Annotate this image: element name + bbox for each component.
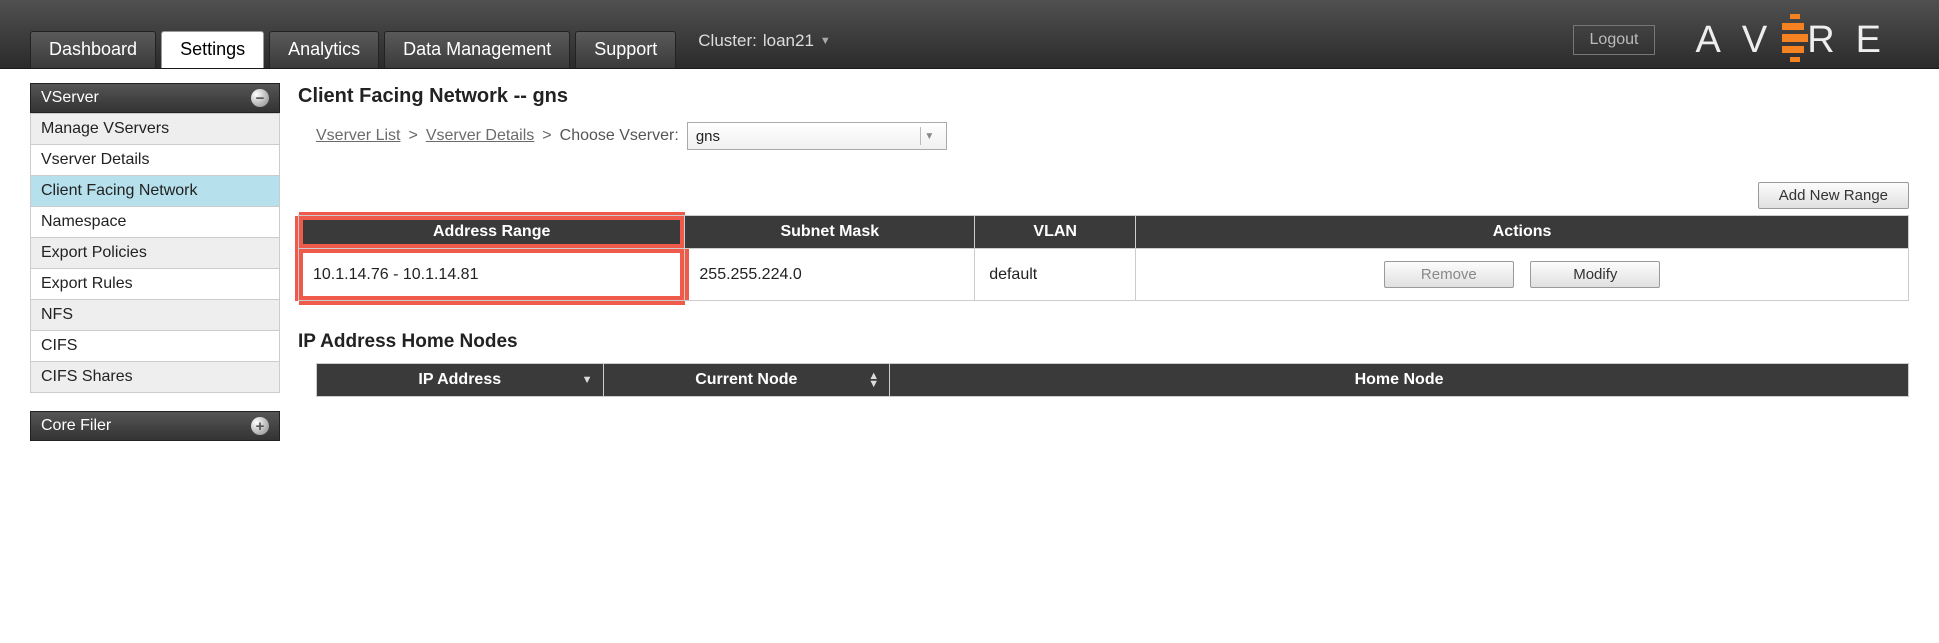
home-nodes-table: IP Address ▼ Current Node ▲▼ Home Node xyxy=(316,363,1909,397)
col-home-node: Home Node xyxy=(890,364,1909,397)
logo-letter: R xyxy=(1807,19,1852,62)
table-row: 10.1.14.76 - 10.1.14.81 255.255.224.0 de… xyxy=(299,249,1909,301)
col-current-node-label: Current Node xyxy=(695,371,797,388)
breadcrumb: Vserver List > Vserver Details > Choose … xyxy=(298,122,1909,150)
sidebar-item-vserver-details[interactable]: Vserver Details xyxy=(31,144,279,175)
remove-button[interactable]: Remove xyxy=(1384,261,1514,288)
sidebar-header-core-filer[interactable]: Core Filer + xyxy=(30,411,280,441)
breadcrumb-vserver-list[interactable]: Vserver List xyxy=(316,127,400,145)
cluster-label-prefix: Cluster: xyxy=(698,31,757,51)
breadcrumb-vserver-details[interactable]: Vserver Details xyxy=(426,127,534,145)
vserver-select-value: gns xyxy=(696,128,720,145)
address-range-table: Address Range Subnet Mask VLAN Actions 1… xyxy=(298,215,1909,301)
tab-data-management[interactable]: Data Management xyxy=(384,31,570,68)
collapse-icon: − xyxy=(251,89,269,107)
tab-support[interactable]: Support xyxy=(575,31,676,68)
col-subnet-mask: Subnet Mask xyxy=(685,216,975,249)
tab-analytics[interactable]: Analytics xyxy=(269,31,379,68)
col-actions: Actions xyxy=(1136,216,1909,249)
sidebar-section-vserver: VServer − Manage VServers Vserver Detail… xyxy=(30,83,280,393)
logo-letter: A xyxy=(1695,19,1738,62)
cell-vlan: default xyxy=(975,249,1136,301)
sidebar-item-cifs-shares[interactable]: CIFS Shares xyxy=(31,361,279,392)
main-tabs: Dashboard Settings Analytics Data Manage… xyxy=(30,31,676,68)
breadcrumb-separator: > xyxy=(542,127,551,145)
brand-logo: A V R E xyxy=(1695,16,1899,64)
sort-desc-icon: ▼ xyxy=(582,376,593,384)
choose-vserver-label: Choose Vserver: xyxy=(560,127,679,145)
col-vlan: VLAN xyxy=(975,216,1136,249)
sidebar-item-manage-vservers[interactable]: Manage VServers xyxy=(31,113,279,144)
breadcrumb-separator: > xyxy=(408,127,417,145)
cell-actions: Remove Modify xyxy=(1136,249,1909,301)
sidebar: VServer − Manage VServers Vserver Detail… xyxy=(30,83,280,459)
tab-settings[interactable]: Settings xyxy=(161,31,264,68)
vserver-select[interactable]: gns ▼ xyxy=(687,122,947,150)
main-content: Client Facing Network -- gns Vserver Lis… xyxy=(298,83,1909,397)
sidebar-item-client-facing-network[interactable]: Client Facing Network xyxy=(31,175,279,206)
sidebar-item-namespace[interactable]: Namespace xyxy=(31,206,279,237)
logo-letter: V xyxy=(1742,19,1785,62)
cluster-name: loan21 xyxy=(763,31,814,51)
sidebar-header-label: Core Filer xyxy=(41,417,111,435)
col-current-node[interactable]: Current Node ▲▼ xyxy=(603,364,890,397)
sidebar-header-vserver[interactable]: VServer − xyxy=(30,83,280,113)
cluster-selector[interactable]: Cluster: loan21 ▼ xyxy=(698,31,831,51)
app-header: Dashboard Settings Analytics Data Manage… xyxy=(0,0,1939,69)
add-new-range-button[interactable]: Add New Range xyxy=(1758,182,1909,209)
sidebar-item-export-policies[interactable]: Export Policies xyxy=(31,237,279,268)
logo-letter: E xyxy=(1856,19,1899,62)
page-title: Client Facing Network -- gns xyxy=(298,85,1909,108)
col-ip-address[interactable]: IP Address ▼ xyxy=(317,364,604,397)
logo-e-icon xyxy=(1782,14,1808,62)
sort-both-icon: ▲▼ xyxy=(868,372,879,388)
col-ip-address-label: IP Address xyxy=(418,371,501,388)
logout-button[interactable]: Logout xyxy=(1573,25,1656,55)
col-address-range: Address Range xyxy=(299,216,685,249)
chevron-down-icon: ▼ xyxy=(820,35,831,47)
modify-button[interactable]: Modify xyxy=(1530,261,1660,288)
tab-dashboard[interactable]: Dashboard xyxy=(30,31,156,68)
cell-address-range: 10.1.14.76 - 10.1.14.81 xyxy=(299,249,685,301)
sidebar-header-label: VServer xyxy=(41,89,99,107)
sidebar-item-cifs[interactable]: CIFS xyxy=(31,330,279,361)
home-nodes-title: IP Address Home Nodes xyxy=(298,331,1909,353)
sidebar-section-core-filer: Core Filer + xyxy=(30,411,280,441)
chevron-down-icon: ▼ xyxy=(920,127,938,145)
sidebar-item-export-rules[interactable]: Export Rules xyxy=(31,268,279,299)
sidebar-item-nfs[interactable]: NFS xyxy=(31,299,279,330)
expand-icon: + xyxy=(251,417,269,435)
cell-subnet-mask: 255.255.224.0 xyxy=(685,249,975,301)
